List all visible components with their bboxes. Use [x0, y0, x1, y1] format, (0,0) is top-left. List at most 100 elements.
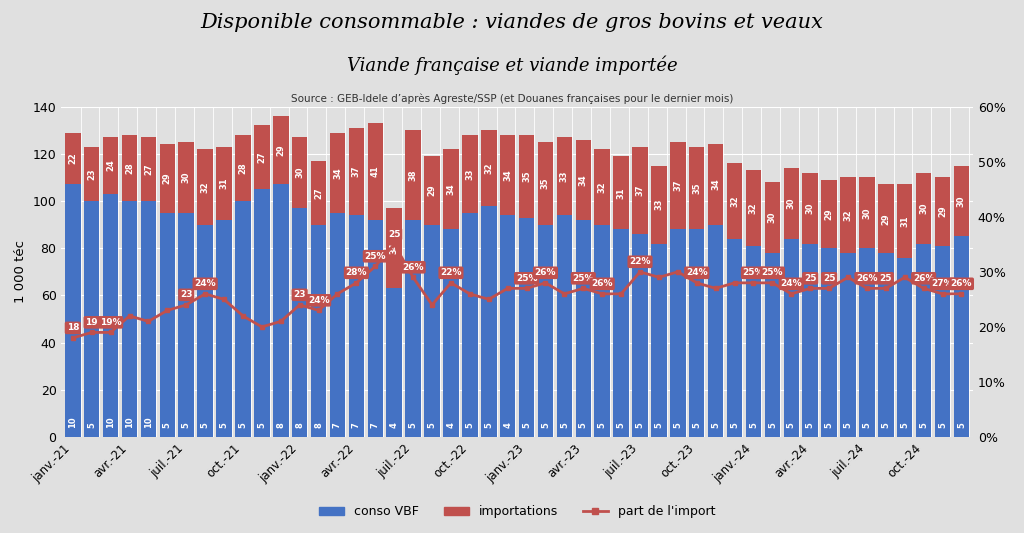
- Text: 5: 5: [598, 422, 606, 427]
- Text: 30: 30: [295, 167, 304, 179]
- Text: 8: 8: [276, 422, 286, 427]
- Text: 30: 30: [806, 203, 815, 214]
- Text: 10: 10: [106, 416, 115, 427]
- Bar: [538, 142, 553, 224]
- Bar: [915, 244, 932, 437]
- Bar: [406, 130, 421, 220]
- Bar: [462, 135, 477, 213]
- Text: 29: 29: [938, 206, 947, 217]
- Text: 32: 32: [844, 209, 853, 221]
- Text: 23: 23: [294, 290, 306, 300]
- Bar: [708, 144, 723, 224]
- Legend: conso VBF, importations, part de l'import: conso VBF, importations, part de l'impor…: [313, 500, 721, 523]
- Text: 7: 7: [333, 422, 342, 427]
- Text: 5: 5: [219, 422, 228, 427]
- Text: 33: 33: [560, 171, 569, 182]
- Bar: [595, 149, 610, 224]
- Text: 34: 34: [446, 183, 456, 195]
- Text: 37: 37: [352, 166, 360, 177]
- Text: 5: 5: [957, 422, 966, 427]
- Bar: [613, 229, 629, 437]
- Text: 35: 35: [541, 177, 550, 189]
- Text: 5: 5: [465, 422, 474, 427]
- Text: 25%: 25%: [516, 274, 538, 283]
- Bar: [254, 189, 269, 437]
- Text: 25: 25: [823, 274, 836, 283]
- Text: 5: 5: [844, 422, 853, 427]
- Bar: [386, 288, 402, 437]
- Text: 24%: 24%: [308, 296, 330, 305]
- Text: 5: 5: [87, 422, 96, 427]
- Bar: [236, 201, 251, 437]
- Bar: [140, 138, 157, 201]
- Text: Disponible consommable : viandes de gros bovins et veaux: Disponible consommable : viandes de gros…: [201, 13, 823, 33]
- Text: 28%: 28%: [346, 268, 368, 277]
- Bar: [273, 116, 289, 184]
- Bar: [84, 147, 99, 201]
- Bar: [727, 163, 742, 239]
- Text: 32: 32: [730, 195, 739, 207]
- Bar: [803, 173, 818, 244]
- Text: 5: 5: [428, 422, 436, 427]
- Bar: [481, 206, 497, 437]
- Text: 32: 32: [484, 162, 494, 174]
- Text: Source : GEB-Idele d’après Agreste/SSP (et Douanes françaises pour le dernier mo: Source : GEB-Idele d’après Agreste/SSP (…: [291, 93, 733, 104]
- Bar: [538, 224, 553, 437]
- Text: 24%: 24%: [195, 279, 216, 288]
- Bar: [878, 253, 894, 437]
- Bar: [66, 133, 81, 184]
- Text: 5: 5: [692, 422, 701, 427]
- Bar: [424, 224, 439, 437]
- Bar: [803, 244, 818, 437]
- Bar: [443, 229, 459, 437]
- Bar: [311, 224, 327, 437]
- Bar: [160, 213, 175, 437]
- Text: 27: 27: [257, 151, 266, 163]
- Bar: [122, 201, 137, 437]
- Text: 23: 23: [180, 290, 193, 300]
- Text: 35: 35: [522, 171, 531, 182]
- Text: 34: 34: [503, 169, 512, 181]
- Bar: [953, 237, 969, 437]
- Bar: [66, 184, 81, 437]
- Text: 30: 30: [181, 172, 190, 183]
- Bar: [254, 125, 269, 189]
- Bar: [859, 177, 874, 248]
- Text: 41: 41: [371, 166, 380, 177]
- Bar: [500, 215, 515, 437]
- Text: 25%: 25%: [365, 252, 386, 261]
- Text: 5: 5: [900, 422, 909, 427]
- Text: 26%: 26%: [402, 263, 424, 272]
- Text: 38: 38: [409, 169, 418, 181]
- Bar: [368, 220, 383, 437]
- Text: 5: 5: [636, 422, 644, 427]
- Text: 25: 25: [388, 230, 400, 239]
- Bar: [841, 253, 856, 437]
- Text: 5: 5: [749, 422, 758, 427]
- Text: 5: 5: [409, 422, 418, 427]
- Text: 33: 33: [465, 168, 474, 180]
- Text: 28: 28: [125, 162, 134, 174]
- Text: 19%: 19%: [99, 318, 122, 327]
- Bar: [519, 217, 535, 437]
- Text: 4: 4: [390, 422, 398, 427]
- Bar: [859, 248, 874, 437]
- Bar: [745, 171, 761, 246]
- Bar: [689, 229, 705, 437]
- Bar: [519, 135, 535, 217]
- Bar: [292, 208, 307, 437]
- Bar: [708, 224, 723, 437]
- Text: 22%: 22%: [440, 268, 462, 277]
- Y-axis label: 1 000 téc: 1 000 téc: [14, 240, 28, 303]
- Bar: [632, 234, 648, 437]
- Text: 25%: 25%: [742, 268, 764, 277]
- Text: 5: 5: [711, 422, 720, 427]
- Text: 29: 29: [163, 173, 172, 184]
- Text: 25%: 25%: [572, 274, 594, 283]
- Text: 29: 29: [882, 213, 890, 224]
- Text: 24%: 24%: [780, 279, 802, 288]
- Text: 8: 8: [295, 422, 304, 427]
- Text: 5: 5: [938, 422, 947, 427]
- Bar: [783, 239, 799, 437]
- Bar: [821, 248, 837, 437]
